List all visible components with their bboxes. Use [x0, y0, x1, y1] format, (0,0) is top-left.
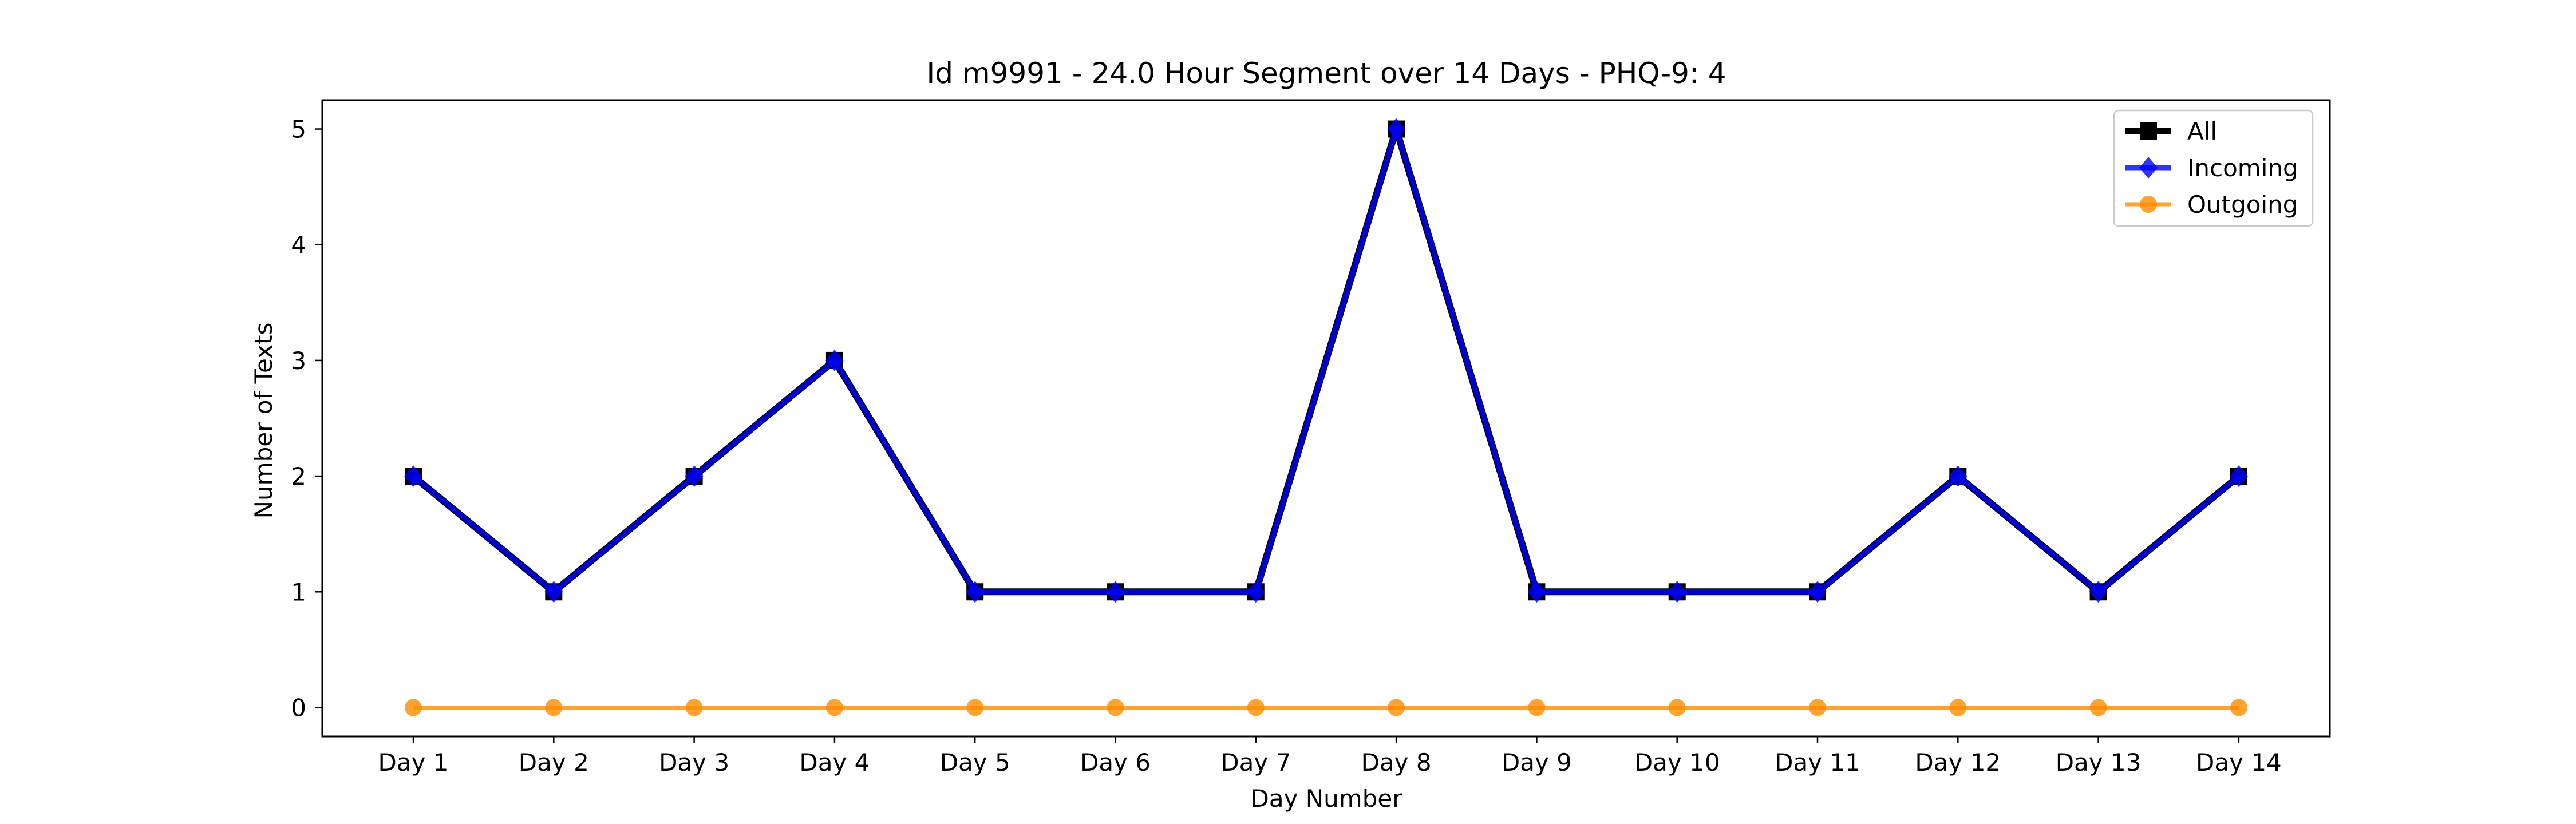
data-point-outgoing [966, 699, 984, 716]
x-tick-label: Day 5 [940, 748, 1010, 777]
data-point-incoming [966, 581, 985, 603]
data-point-incoming [1246, 581, 1265, 603]
series-line-incoming [412, 126, 2241, 595]
legend-item-outgoing: Outgoing [2125, 191, 2298, 219]
x-axis-label: Day Number [1250, 785, 1402, 813]
y-axis-ticks: 0 1 2 3 4 5 [291, 116, 322, 722]
x-tick-label: Day 2 [519, 748, 589, 777]
data-point-outgoing [2089, 699, 2107, 716]
x-tick-label: Day 11 [1775, 748, 1860, 777]
data-point-outgoing [1528, 699, 1546, 716]
x-axis-ticks: Day 1 Day 2 Day 3 Day 4 Day 5 Day 6 Day 7 Day 8… [378, 736, 2282, 777]
data-point-outgoing [1388, 699, 1405, 716]
x-tick-label: Day 9 [1502, 748, 1572, 777]
data-point-outgoing [685, 699, 703, 716]
x-tick-label: Day 14 [2196, 748, 2282, 777]
legend-item-all: All [2125, 117, 2217, 145]
data-point-incoming [2089, 581, 2108, 603]
chart-title: Id m9991 - 24.0 Hour Segment over 14 Day… [926, 57, 1726, 90]
data-point-outgoing [1107, 699, 1124, 716]
data-point-incoming [404, 465, 422, 488]
legend: All Incoming Outgoing [2113, 109, 2314, 227]
legend-marker-incoming [2139, 157, 2158, 179]
legend-label-outgoing: Outgoing [2187, 191, 2298, 219]
y-tick-label: 5 [291, 116, 306, 144]
legend-label-incoming: Incoming [2187, 154, 2298, 182]
plot-frame [321, 99, 2331, 738]
data-point-incoming [1808, 581, 1827, 603]
data-point-incoming [825, 349, 844, 371]
data-point-incoming [1387, 118, 1406, 140]
data-point-outgoing [1949, 699, 1967, 716]
legend-label-all: All [2187, 117, 2217, 145]
data-point-incoming [1668, 581, 1686, 603]
x-tick-label: Day 6 [1080, 748, 1151, 777]
x-tick-label: Day 1 [378, 748, 448, 777]
y-tick-label: 2 [291, 462, 306, 490]
data-point-incoming [1527, 581, 1546, 603]
x-tick-label: Day 4 [799, 748, 870, 777]
y-tick-label: 3 [291, 347, 306, 375]
data-point-incoming [2229, 465, 2248, 488]
x-tick-label: Day 8 [1361, 748, 1432, 777]
legend-marker-outgoing [2140, 196, 2157, 213]
data-point-outgoing [825, 699, 843, 716]
x-tick-label: Day 7 [1220, 748, 1291, 777]
y-axis-label: Number of Texts [250, 323, 278, 519]
data-point-outgoing [2230, 699, 2247, 716]
y-tick-label: 0 [291, 694, 306, 722]
x-tick-label: Day 3 [659, 748, 729, 777]
x-tick-label: Day 13 [2056, 748, 2142, 777]
data-point-incoming [1949, 465, 1967, 488]
series-incoming [404, 118, 2248, 603]
data-point-outgoing [405, 699, 422, 716]
legend-item-incoming: Incoming [2125, 154, 2298, 182]
data-point-outgoing [1247, 699, 1265, 716]
y-tick-label: 1 [291, 578, 306, 606]
data-point-outgoing [1668, 699, 1686, 716]
legend-box [2113, 109, 2314, 227]
y-tick-label: 4 [291, 231, 306, 259]
series-outgoing [405, 699, 2247, 716]
x-tick-label: Day 10 [1634, 748, 1720, 777]
plot-area [321, 99, 2331, 738]
data-point-incoming [685, 465, 704, 488]
x-tick-label: Day 12 [1915, 748, 2001, 777]
data-point-incoming [544, 581, 563, 603]
legend-marker-all [2140, 122, 2157, 140]
data-point-outgoing [1809, 699, 1826, 716]
data-point-outgoing [545, 699, 563, 716]
data-point-incoming [1106, 581, 1125, 603]
